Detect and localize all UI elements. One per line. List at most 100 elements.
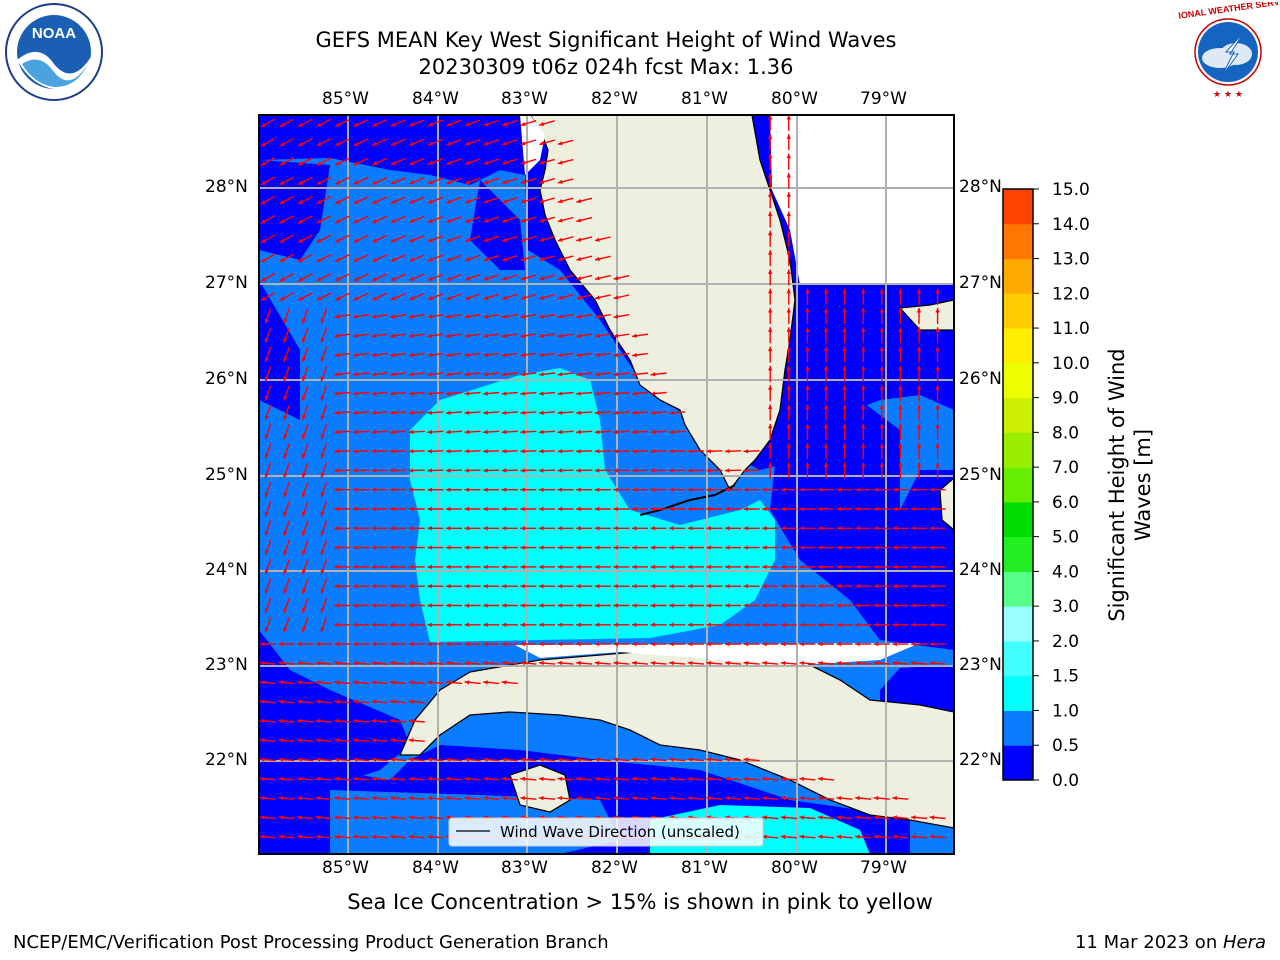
wind-arrow-head <box>725 545 730 550</box>
wind-arrow-head <box>911 584 916 589</box>
wind-arrow-head <box>320 472 325 478</box>
wind-arrow-head <box>725 757 730 762</box>
wind-arrow-head <box>861 404 866 409</box>
wind-arrow-head <box>371 603 377 608</box>
legend-text: Wind Wave Direction (unscaled) <box>500 823 740 841</box>
wind-arrow-head <box>278 718 284 724</box>
wind-arrow-head <box>935 365 940 371</box>
wind-arrow-head <box>898 346 903 352</box>
wind-arrow-head <box>916 288 922 294</box>
wind-arrow-head <box>260 757 265 762</box>
lon-label-top: 79°W <box>860 89 907 109</box>
wind-arrow-head <box>892 660 898 666</box>
wind-arrow-head <box>613 410 619 415</box>
wind-arrow-head <box>576 622 581 627</box>
wind-arrow-head <box>855 834 860 839</box>
wind-arrow-head <box>390 122 396 127</box>
wind-arrow-head <box>353 161 359 165</box>
wind-arrow-head <box>911 603 916 608</box>
wind-arrow-head <box>501 468 507 473</box>
wind-arrow-head <box>768 134 773 139</box>
wind-arrow-head <box>408 372 414 377</box>
wind-arrow-head <box>898 327 903 332</box>
wind-arrow-head <box>799 660 805 666</box>
wind-arrow-head <box>353 718 358 724</box>
wind-arrow-head <box>298 180 304 185</box>
wind-arrow-head <box>613 584 618 589</box>
wind-arrow-head <box>594 391 600 396</box>
wind-arrow-head <box>539 641 544 647</box>
wind-arrow-head <box>706 584 711 589</box>
wind-arrow-head <box>687 526 693 531</box>
wind-arrow-head <box>786 346 791 352</box>
wind-arrow-head <box>576 506 581 512</box>
wind-arrow-head <box>669 584 674 589</box>
wind-arrow-head <box>539 256 545 262</box>
wind-arrow-head <box>650 429 656 435</box>
wind-arrow-head <box>409 180 415 185</box>
wind-arrow-head <box>873 641 879 647</box>
wind-arrow-head <box>855 815 860 820</box>
wind-arrow-head <box>929 660 935 666</box>
wind-arrow-head <box>371 545 377 550</box>
wind-arrow-head <box>483 352 488 358</box>
wind-arrow-head <box>427 468 432 473</box>
colorbar-tick-label: 0.5 <box>1052 736 1079 756</box>
wind-arrow-head <box>427 545 432 550</box>
wind-arrow-head <box>818 622 823 627</box>
wind-arrow-head <box>302 395 306 401</box>
wind-arrow-head <box>916 385 922 390</box>
wind-arrow-head <box>353 776 358 782</box>
wind-arrow-head <box>929 815 935 820</box>
wind-arrow-head <box>334 622 339 627</box>
wind-arrow-head <box>408 545 414 550</box>
wind-arrow-head <box>371 468 377 473</box>
wind-arrow-head <box>483 660 488 666</box>
wind-arrow-head <box>613 603 618 608</box>
wind-arrow-head <box>483 122 489 127</box>
wind-arrow-head <box>805 443 810 448</box>
wind-arrow-head <box>334 603 339 608</box>
wind-arrow-head <box>818 776 823 782</box>
wind-arrow-head <box>298 296 304 301</box>
wind-arrow-head <box>632 776 637 782</box>
wind-arrow-head <box>650 391 656 396</box>
wind-arrow-head <box>595 276 600 281</box>
wind-arrow-head <box>315 738 321 743</box>
wind-arrow-head <box>725 776 730 782</box>
colorbar-segment <box>1003 745 1033 781</box>
wind-arrow-head <box>762 506 767 512</box>
wind-arrow-head <box>520 352 526 358</box>
wind-arrow-head <box>768 192 773 197</box>
wind-arrow-head <box>353 603 358 608</box>
wind-arrow-head <box>483 429 488 435</box>
wind-arrow-head <box>818 526 823 531</box>
wind-arrow-head <box>501 680 507 685</box>
wind-arrow-head <box>390 468 395 473</box>
wind-arrow-head <box>935 404 940 409</box>
wind-arrow-head <box>762 603 767 608</box>
wind-arrow-head <box>409 218 415 223</box>
wind-arrow-head <box>632 468 637 473</box>
wind-arrow-head <box>762 641 767 647</box>
wind-arrow-head <box>520 333 526 338</box>
wind-arrow-head <box>483 333 488 338</box>
wind-arrow-head <box>632 391 637 396</box>
wind-arrow-head <box>818 487 823 492</box>
wind-arrow-head <box>935 385 940 390</box>
wind-arrow-head <box>502 218 508 223</box>
wind-arrow-head <box>427 238 433 243</box>
wind-arrow-head <box>320 453 325 459</box>
wind-arrow-head <box>762 796 767 801</box>
wind-arrow-head <box>334 372 340 377</box>
wind-arrow-head <box>786 365 791 371</box>
wind-arrow-head <box>483 141 489 146</box>
lat-label-left: 25°N <box>205 465 248 485</box>
wind-arrow-head <box>372 296 378 301</box>
wind-arrow-head <box>408 718 414 724</box>
wind-arrow-head <box>706 796 712 801</box>
wind-arrow-head <box>334 352 340 358</box>
wind-arrow-head <box>261 200 266 205</box>
wind-arrow-head <box>539 276 545 281</box>
wind-arrow-head <box>353 564 358 570</box>
